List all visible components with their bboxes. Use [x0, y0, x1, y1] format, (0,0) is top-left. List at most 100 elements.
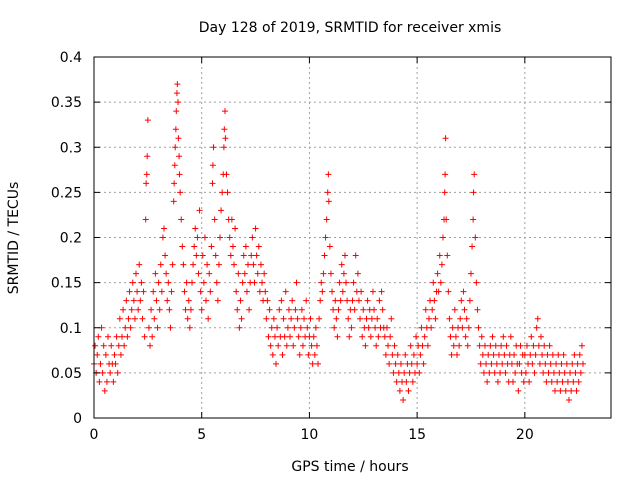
data-point — [167, 324, 174, 331]
data-point — [543, 378, 550, 385]
data-point — [176, 153, 183, 160]
data-point — [495, 351, 502, 358]
data-point — [308, 342, 315, 349]
data-point — [413, 333, 420, 340]
data-point — [281, 333, 288, 340]
data-point — [249, 234, 256, 241]
data-point — [374, 315, 381, 322]
data-point — [464, 342, 471, 349]
data-point — [531, 369, 538, 376]
data-point — [434, 270, 441, 277]
data-point — [278, 297, 285, 304]
data-point — [214, 297, 221, 304]
data-point — [189, 279, 196, 286]
data-point — [248, 252, 255, 259]
data-point — [201, 234, 208, 241]
data-point — [406, 369, 413, 376]
data-point — [481, 342, 488, 349]
data-point — [289, 297, 296, 304]
data-point — [512, 369, 519, 376]
data-point — [400, 396, 407, 403]
data-point — [348, 324, 355, 331]
data-point — [450, 342, 457, 349]
data-point — [360, 306, 367, 313]
data-point — [253, 252, 260, 259]
data-point — [126, 288, 133, 295]
data-point — [465, 324, 472, 331]
data-point — [257, 261, 264, 268]
data-point — [276, 306, 283, 313]
data-point — [138, 279, 145, 286]
data-point — [422, 306, 429, 313]
data-point — [530, 342, 537, 349]
data-point — [527, 351, 534, 358]
data-point — [340, 270, 347, 277]
data-point — [508, 360, 515, 367]
data-point — [295, 333, 302, 340]
data-point — [354, 270, 361, 277]
data-point — [141, 333, 148, 340]
data-point — [397, 360, 404, 367]
data-point — [568, 387, 575, 394]
data-point — [561, 369, 568, 376]
data-point — [379, 306, 386, 313]
data-point — [326, 243, 333, 250]
data-point — [298, 306, 305, 313]
data-point — [120, 306, 127, 313]
data-point — [310, 333, 317, 340]
data-point — [182, 306, 189, 313]
data-point — [319, 288, 326, 295]
x-tick-label: 15 — [408, 427, 426, 443]
data-point — [344, 297, 351, 304]
data-point — [157, 261, 164, 268]
data-point — [184, 315, 191, 322]
data-point — [147, 342, 154, 349]
data-point — [494, 378, 501, 385]
data-point — [475, 324, 482, 331]
data-point — [554, 378, 561, 385]
data-point — [428, 324, 435, 331]
data-point — [174, 81, 181, 88]
data-point — [267, 342, 274, 349]
data-point — [213, 279, 220, 286]
data-point — [303, 297, 310, 304]
data-point — [472, 234, 479, 241]
data-point — [136, 261, 143, 268]
data-point — [336, 279, 343, 286]
data-point — [334, 333, 341, 340]
data-point — [133, 270, 140, 277]
data-point — [442, 135, 449, 142]
data-point — [123, 297, 130, 304]
data-point — [210, 144, 217, 151]
data-point — [150, 288, 157, 295]
data-point — [153, 297, 160, 304]
data-point — [517, 342, 524, 349]
data-point — [102, 351, 109, 358]
data-point — [318, 279, 325, 286]
data-point — [162, 252, 169, 259]
data-point — [114, 369, 121, 376]
data-point — [420, 360, 427, 367]
data-point — [571, 351, 578, 358]
data-point — [375, 333, 382, 340]
data-point — [322, 234, 329, 241]
y-tick-label: 0.15 — [51, 276, 82, 292]
y-tick-label: 0.1 — [60, 321, 82, 337]
data-point — [108, 342, 115, 349]
data-point — [532, 351, 539, 358]
data-point — [198, 306, 205, 313]
data-point — [545, 369, 552, 376]
data-point — [371, 306, 378, 313]
data-point — [421, 333, 428, 340]
data-point — [378, 288, 385, 295]
data-point — [516, 360, 523, 367]
data-point — [240, 252, 247, 259]
data-point — [430, 279, 437, 286]
data-point — [321, 252, 328, 259]
data-point — [471, 171, 478, 178]
data-point — [209, 180, 216, 187]
data-point — [129, 279, 136, 286]
data-point — [274, 324, 281, 331]
data-point — [486, 369, 493, 376]
